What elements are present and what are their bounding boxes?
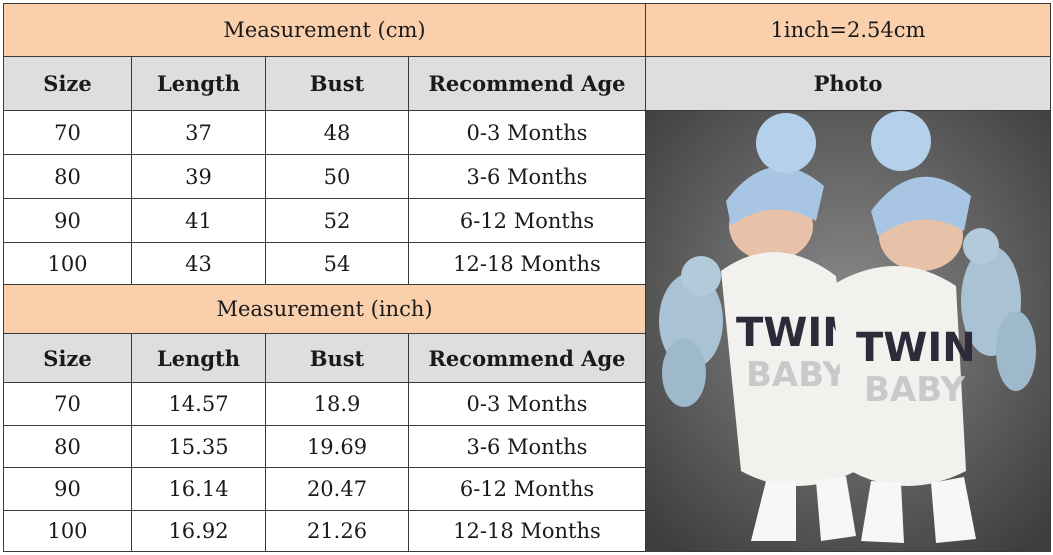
cm-row-2-length: 39: [131, 154, 266, 199]
cm-row-4-bust: 54: [265, 242, 409, 285]
inch-row-1-bust: 18.9: [265, 382, 409, 426]
cm-row-2-bust: 50: [265, 154, 409, 199]
cm-row-1-length: 37: [131, 110, 266, 155]
cm-col-bust: Bust: [265, 56, 409, 111]
cm-row-4-age: 12-18 Months: [408, 242, 646, 285]
bunny-toy-right: [961, 228, 1036, 391]
conversion-note: 1inch=2.54cm: [645, 3, 1051, 57]
cm-row-1-age: 0-3 Months: [408, 110, 646, 155]
cm-row-2-size: 80: [3, 154, 132, 199]
inch-section-title: Measurement (inch): [3, 284, 646, 334]
inch-row-1-size: 70: [3, 382, 132, 426]
svg-text:BABY: BABY: [864, 370, 965, 410]
bunny-toy-left: [659, 256, 723, 407]
inch-row-3-age: 6-12 Months: [408, 467, 646, 511]
cm-row-1-bust: 48: [265, 110, 409, 155]
inch-row-1-age: 0-3 Months: [408, 382, 646, 426]
cm-row-2-age: 3-6 Months: [408, 154, 646, 199]
cm-row-3-length: 41: [131, 198, 266, 243]
inch-row-2-size: 80: [3, 425, 132, 468]
cm-col-age: Recommend Age: [408, 56, 646, 111]
twin-babies-illustration: TWIN BABY TWIN BABY: [646, 111, 1050, 551]
inch-col-length: Length: [131, 333, 266, 383]
cm-col-size: Size: [3, 56, 132, 111]
cm-row-3-age: 6-12 Months: [408, 198, 646, 243]
cm-row-4-length: 43: [131, 242, 266, 285]
inch-col-bust: Bust: [265, 333, 409, 383]
inch-row-4-bust: 21.26: [265, 510, 409, 552]
cm-row-1-size: 70: [3, 110, 132, 155]
inch-row-3-bust: 20.47: [265, 467, 409, 511]
cm-row-3-bust: 52: [265, 198, 409, 243]
svg-text:BABY: BABY: [746, 355, 847, 395]
inch-col-age: Recommend Age: [408, 333, 646, 383]
inch-row-2-length: 15.35: [131, 425, 266, 468]
cm-row-4-size: 100: [3, 242, 132, 285]
inch-row-4-length: 16.92: [131, 510, 266, 552]
cm-row-3-size: 90: [3, 198, 132, 243]
inch-row-3-size: 90: [3, 467, 132, 511]
product-photo: TWIN BABY TWIN BABY: [645, 110, 1051, 552]
cm-section-title: Measurement (cm): [3, 3, 646, 57]
inch-row-3-length: 16.14: [131, 467, 266, 511]
inch-row-4-age: 12-18 Months: [408, 510, 646, 552]
baby-left: TWIN BABY: [721, 113, 856, 541]
cm-col-length: Length: [131, 56, 266, 111]
inch-row-2-bust: 19.69: [265, 425, 409, 468]
photo-header: Photo: [645, 56, 1051, 111]
inch-row-4-size: 100: [3, 510, 132, 552]
inch-row-1-length: 14.57: [131, 382, 266, 426]
inch-col-size: Size: [3, 333, 132, 383]
baby-right: TWIN BABY: [831, 111, 976, 543]
inch-row-2-age: 3-6 Months: [408, 425, 646, 468]
svg-text:TWIN: TWIN: [856, 325, 976, 371]
